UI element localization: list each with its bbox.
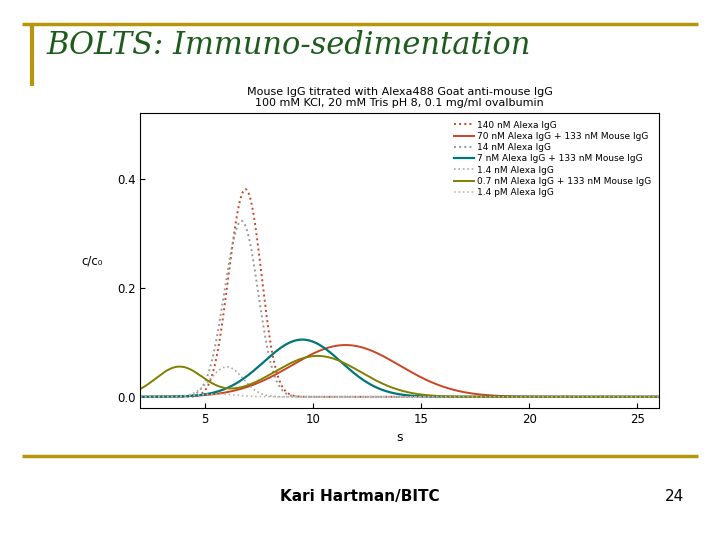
0.7 nM Alexa IgG + 133 nM Mouse IgG	[335, 357, 343, 364]
7 nM Alexa IgG + 133 nM Mouse IgG	[226, 383, 235, 390]
0.7 nM Alexa IgG + 133 nM Mouse IgG	[654, 394, 663, 400]
Line: 7 nM Alexa IgG + 133 nM Mouse IgG: 7 nM Alexa IgG + 133 nM Mouse IgG	[140, 340, 659, 397]
70 nM Alexa IgG + 133 nM Mouse IgG	[335, 342, 343, 349]
14 nM Alexa IgG	[237, 218, 246, 224]
1.4 pM Alexa IgG	[136, 394, 145, 400]
70 nM Alexa IgG + 133 nM Mouse IgG	[226, 388, 235, 395]
1.4 pM Alexa IgG	[644, 394, 653, 400]
1.4 nM Alexa IgG	[335, 394, 343, 400]
Text: BOLTS: Immuno-sedimentation: BOLTS: Immuno-sedimentation	[47, 30, 531, 60]
1.4 pM Alexa IgG	[589, 394, 598, 400]
1.4 pM Alexa IgG	[195, 392, 204, 398]
70 nM Alexa IgG + 133 nM Mouse IgG	[136, 394, 145, 400]
1.4 pM Alexa IgG	[212, 391, 220, 397]
7 nM Alexa IgG + 133 nM Mouse IgG	[358, 376, 366, 382]
14 nM Alexa IgG	[589, 394, 598, 400]
7 nM Alexa IgG + 133 nM Mouse IgG	[136, 394, 145, 400]
1.4 nM Alexa IgG	[589, 394, 598, 400]
Line: 14 nM Alexa IgG: 14 nM Alexa IgG	[140, 221, 659, 397]
1.4 nM Alexa IgG	[222, 363, 231, 370]
Text: Kari Hartman/BITC: Kari Hartman/BITC	[280, 489, 440, 504]
Legend: 140 nM Alexa IgG, 70 nM Alexa IgG + 133 nM Mouse IgG, 14 nM Alexa IgG, 7 nM Alex: 140 nM Alexa IgG, 70 nM Alexa IgG + 133 …	[451, 118, 654, 200]
70 nM Alexa IgG + 133 nM Mouse IgG	[589, 394, 598, 400]
0.7 nM Alexa IgG + 133 nM Mouse IgG	[358, 369, 366, 376]
14 nM Alexa IgG	[644, 394, 653, 400]
Line: 1.4 nM Alexa IgG: 1.4 nM Alexa IgG	[140, 367, 659, 397]
140 nM Alexa IgG	[226, 259, 235, 265]
1.4 nM Alexa IgG	[654, 394, 663, 400]
70 nM Alexa IgG + 133 nM Mouse IgG	[341, 342, 350, 348]
7 nM Alexa IgG + 133 nM Mouse IgG	[644, 394, 653, 400]
1.4 nM Alexa IgG	[136, 394, 145, 400]
7 nM Alexa IgG + 133 nM Mouse IgG	[335, 357, 343, 363]
1.4 nM Alexa IgG	[226, 364, 235, 371]
14 nM Alexa IgG	[335, 394, 343, 400]
7 nM Alexa IgG + 133 nM Mouse IgG	[654, 394, 663, 400]
Line: 0.7 nM Alexa IgG + 133 nM Mouse IgG: 0.7 nM Alexa IgG + 133 nM Mouse IgG	[140, 356, 659, 397]
0.7 nM Alexa IgG + 133 nM Mouse IgG	[195, 372, 204, 378]
0.7 nM Alexa IgG + 133 nM Mouse IgG	[589, 394, 598, 400]
140 nM Alexa IgG	[654, 394, 663, 400]
1.4 nM Alexa IgG	[195, 386, 204, 393]
140 nM Alexa IgG	[589, 394, 598, 400]
Text: 24: 24	[665, 489, 684, 504]
Title: Mouse IgG titrated with Alexa488 Goat anti-mouse IgG
100 mM KCl, 20 mM Tris pH 8: Mouse IgG titrated with Alexa488 Goat an…	[247, 87, 552, 109]
7 nM Alexa IgG + 133 nM Mouse IgG	[589, 394, 598, 400]
140 nM Alexa IgG	[335, 394, 343, 400]
70 nM Alexa IgG + 133 nM Mouse IgG	[654, 394, 663, 400]
0.7 nM Alexa IgG + 133 nM Mouse IgG	[226, 385, 235, 392]
1.4 nM Alexa IgG	[358, 394, 366, 400]
Line: 70 nM Alexa IgG + 133 nM Mouse IgG: 70 nM Alexa IgG + 133 nM Mouse IgG	[140, 345, 659, 397]
14 nM Alexa IgG	[136, 394, 145, 400]
7 nM Alexa IgG + 133 nM Mouse IgG	[195, 392, 204, 399]
140 nM Alexa IgG	[644, 394, 653, 400]
Line: 140 nM Alexa IgG: 140 nM Alexa IgG	[140, 189, 659, 397]
X-axis label: s: s	[396, 431, 403, 444]
Y-axis label: c/c₀: c/c₀	[81, 254, 103, 267]
70 nM Alexa IgG + 133 nM Mouse IgG	[195, 392, 204, 399]
1.4 nM Alexa IgG	[644, 394, 653, 400]
0.7 nM Alexa IgG + 133 nM Mouse IgG	[313, 353, 322, 359]
70 nM Alexa IgG + 133 nM Mouse IgG	[644, 394, 653, 400]
140 nM Alexa IgG	[241, 186, 250, 192]
14 nM Alexa IgG	[195, 387, 204, 394]
1.4 pM Alexa IgG	[358, 394, 366, 400]
14 nM Alexa IgG	[654, 394, 663, 400]
7 nM Alexa IgG + 133 nM Mouse IgG	[298, 336, 307, 343]
140 nM Alexa IgG	[358, 394, 366, 400]
1.4 pM Alexa IgG	[654, 394, 663, 400]
140 nM Alexa IgG	[136, 394, 145, 400]
Line: 1.4 pM Alexa IgG: 1.4 pM Alexa IgG	[140, 394, 659, 397]
140 nM Alexa IgG	[195, 392, 204, 398]
14 nM Alexa IgG	[358, 394, 366, 400]
0.7 nM Alexa IgG + 133 nM Mouse IgG	[136, 386, 145, 392]
1.4 pM Alexa IgG	[226, 392, 235, 398]
14 nM Alexa IgG	[226, 253, 235, 259]
70 nM Alexa IgG + 133 nM Mouse IgG	[358, 344, 366, 350]
1.4 pM Alexa IgG	[335, 394, 343, 400]
0.7 nM Alexa IgG + 133 nM Mouse IgG	[644, 394, 653, 400]
